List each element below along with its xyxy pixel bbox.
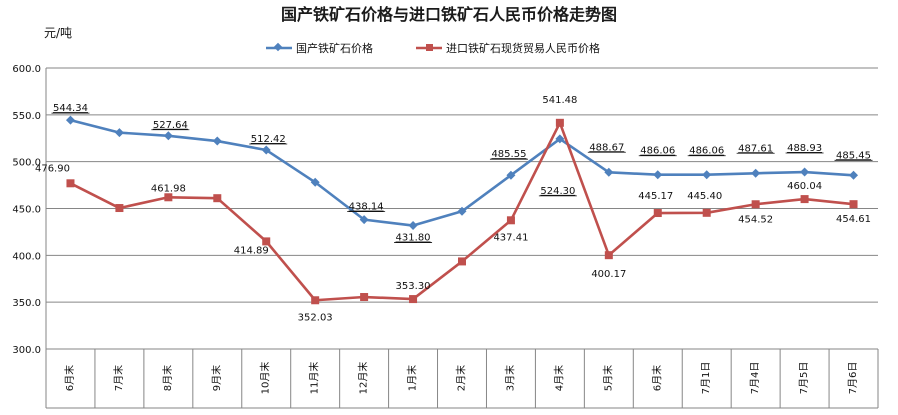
data-label-imported: 454.52 bbox=[738, 214, 773, 225]
data-label-domestic: 527.64 bbox=[153, 120, 188, 131]
data-label-imported: 414.89 bbox=[234, 245, 269, 256]
series-0-point bbox=[359, 215, 369, 225]
series-1-point bbox=[506, 216, 515, 225]
data-label-domestic: 486.06 bbox=[640, 146, 675, 157]
data-label-domestic: 524.30 bbox=[540, 186, 575, 197]
series-0-point bbox=[555, 134, 565, 144]
series-1-point bbox=[800, 195, 809, 204]
data-label-domestic: 431.80 bbox=[396, 233, 431, 244]
x-tick-label: 4月末 bbox=[552, 365, 565, 391]
data-label-imported: 445.40 bbox=[687, 191, 722, 202]
data-label-domestic: 486.06 bbox=[689, 146, 724, 157]
chart-title: 国产铁矿石价格与进口铁矿石人民币价格走势图 bbox=[281, 5, 617, 24]
data-label-domestic: 544.34 bbox=[53, 103, 88, 114]
x-tick-label: 7月6日 bbox=[847, 362, 859, 395]
data-label-imported: 460.04 bbox=[787, 181, 822, 192]
series-1-point bbox=[849, 200, 858, 209]
x-tick-label: 10月末 bbox=[259, 362, 272, 395]
y-axis-unit: 元/吨 bbox=[44, 26, 72, 40]
series-1-point bbox=[262, 237, 271, 246]
x-tick-label: 2月末 bbox=[455, 365, 468, 391]
series-1-point bbox=[604, 251, 613, 260]
x-tick-label: 11月末 bbox=[308, 362, 321, 395]
data-label-imported: 541.48 bbox=[542, 95, 577, 106]
data-label-imported: 400.17 bbox=[591, 269, 626, 280]
series-0-point bbox=[261, 145, 271, 155]
x-tick-label: 7月1日 bbox=[700, 362, 712, 395]
legend-label-imported: 进口铁矿石现货贸易人民币价格 bbox=[446, 41, 600, 55]
series-1-point bbox=[213, 194, 222, 203]
series-1-point bbox=[409, 295, 418, 304]
data-label-imported: 445.17 bbox=[638, 191, 673, 202]
series-0-point bbox=[163, 131, 173, 141]
data-label-domestic: 487.61 bbox=[738, 143, 773, 154]
series-1-point bbox=[66, 179, 75, 188]
legend-item-domestic: 国产铁矿石价格 bbox=[266, 41, 373, 55]
series-0-point bbox=[604, 167, 614, 177]
series-0-point bbox=[65, 115, 75, 125]
x-tick-label: 6月末 bbox=[650, 365, 663, 391]
series-1-point bbox=[751, 200, 760, 209]
legend-marker-imported bbox=[426, 44, 433, 51]
x-tick-label: 7月末 bbox=[112, 365, 125, 391]
x-tick-label: 7月5日 bbox=[798, 362, 810, 395]
x-tick-label: 12月末 bbox=[357, 362, 370, 395]
x-tick-label: 7月4日 bbox=[749, 362, 761, 395]
series-0-point bbox=[800, 167, 810, 177]
series-0-point bbox=[457, 206, 467, 216]
data-label-imported: 352.03 bbox=[298, 312, 333, 323]
series-0-point bbox=[653, 170, 663, 180]
y-tick-label: 600.0 bbox=[12, 64, 41, 75]
data-label-domestic: 488.67 bbox=[589, 142, 624, 153]
data-label-imported: 461.98 bbox=[151, 183, 186, 194]
y-tick-label: 450.0 bbox=[12, 205, 41, 216]
data-label-domestic: 485.55 bbox=[491, 149, 526, 160]
x-tick-label: 5月末 bbox=[601, 365, 614, 391]
series-0-point bbox=[751, 168, 761, 178]
x-tick-label: 8月末 bbox=[161, 365, 174, 391]
data-label-domestic: 438.14 bbox=[349, 202, 384, 213]
series-1-point bbox=[115, 204, 124, 213]
y-tick-label: 300.0 bbox=[12, 345, 41, 356]
y-tick-label: 400.0 bbox=[12, 251, 41, 262]
data-label-domestic: 485.45 bbox=[836, 150, 871, 161]
series-1-point bbox=[311, 296, 320, 305]
x-tick-label: 3月末 bbox=[503, 365, 516, 391]
x-tick-label: 9月末 bbox=[210, 365, 223, 391]
x-tick-label: 1月末 bbox=[406, 365, 419, 391]
series-0-point bbox=[310, 177, 320, 187]
series-0-point bbox=[212, 136, 222, 146]
series-1-point bbox=[555, 118, 564, 127]
legend-label-domestic: 国产铁矿石价格 bbox=[296, 41, 373, 55]
plot-area: 300.0 350.0 400.0 450.0 500.0 550.0 600.0 6月末 7月… bbox=[12, 64, 879, 409]
data-label-domestic: 512.42 bbox=[251, 134, 286, 145]
y-tick-label: 500.0 bbox=[12, 158, 41, 169]
series-0-point bbox=[702, 170, 712, 180]
series-1-point bbox=[458, 257, 466, 266]
data-label-imported: 353.30 bbox=[396, 281, 431, 292]
y-tick-label: 350.0 bbox=[12, 298, 41, 309]
x-tick-label: 6月末 bbox=[63, 365, 76, 391]
y-tick-label: 550.0 bbox=[12, 111, 41, 122]
data-label-imported: 437.41 bbox=[493, 232, 528, 243]
legend-marker-domestic bbox=[273, 42, 283, 52]
legend-item-imported: 进口铁矿石现货贸易人民币价格 bbox=[416, 41, 600, 55]
data-label-imported: 454.61 bbox=[836, 214, 871, 225]
series-1-point bbox=[653, 209, 662, 218]
series-1-point bbox=[702, 208, 711, 217]
data-label-domestic: 488.93 bbox=[787, 143, 822, 154]
series-1-point bbox=[164, 193, 173, 202]
series-0-point bbox=[408, 221, 418, 231]
series-0-point bbox=[506, 170, 516, 180]
legend: 国产铁矿石价格 进口铁矿石现货贸易人民币价格 bbox=[266, 41, 600, 55]
series-1-point bbox=[360, 293, 369, 302]
series-0-point bbox=[849, 170, 859, 180]
series-0-point bbox=[114, 128, 124, 138]
data-label-imported: 476.90 bbox=[35, 163, 70, 174]
